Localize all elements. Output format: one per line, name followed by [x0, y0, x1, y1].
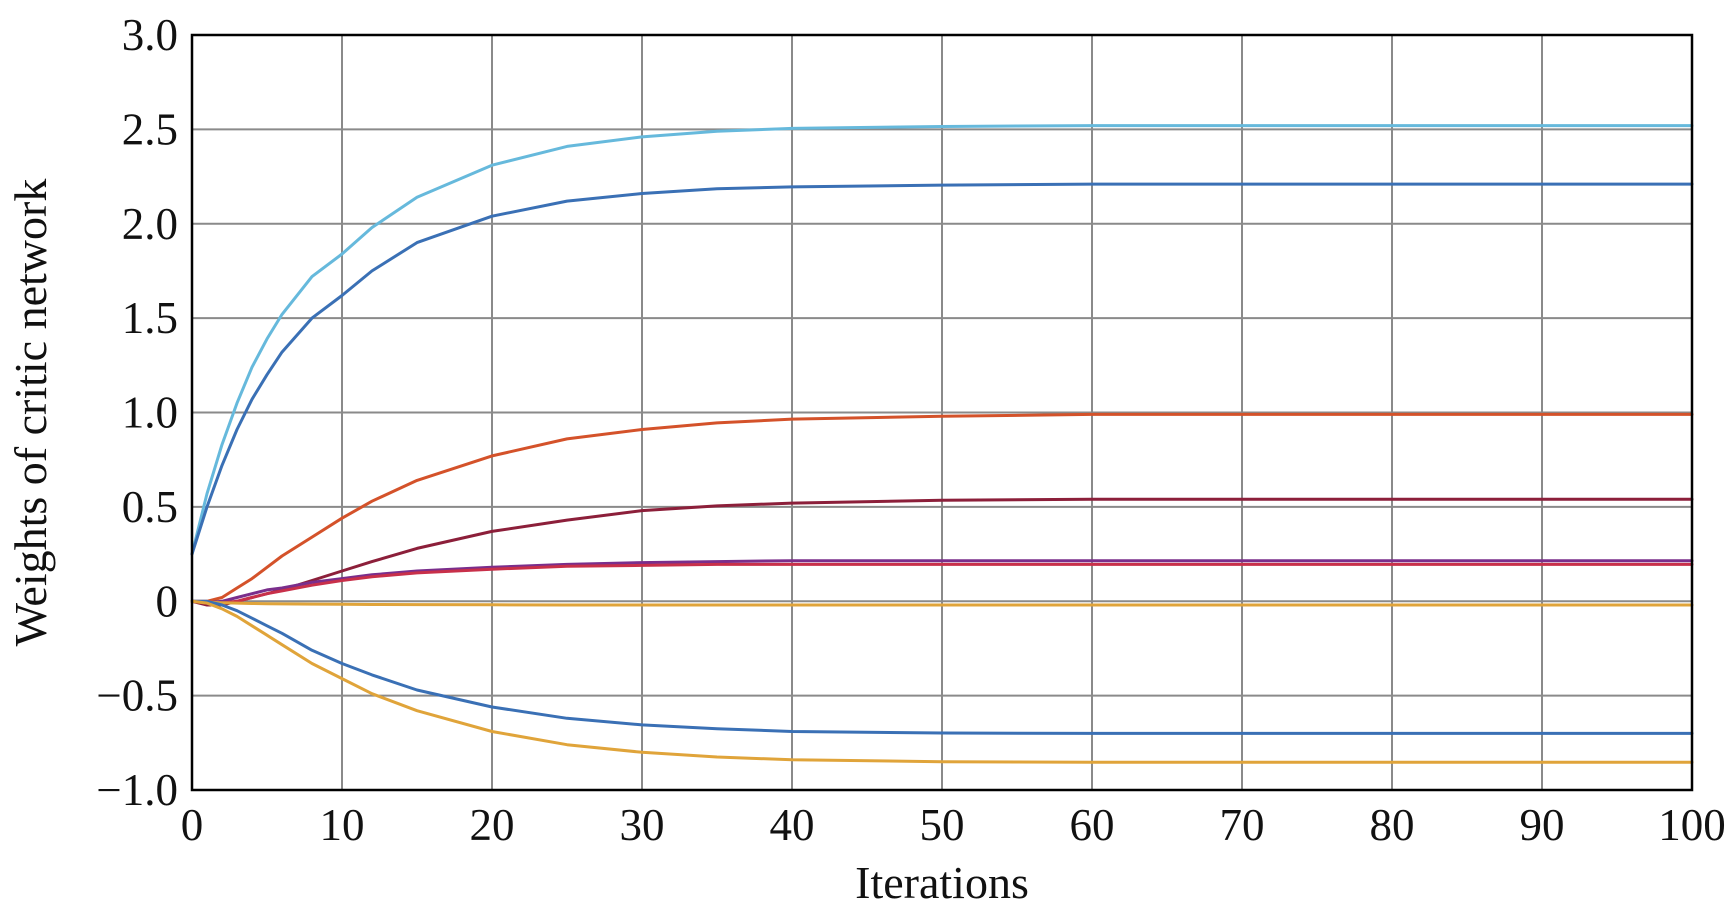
series-line-5 [190, 559, 1694, 605]
x-tick-label: 80 [1370, 800, 1415, 850]
plot-frame [190, 33, 1694, 792]
x-tick-label: 100 [1658, 800, 1726, 850]
series-lines [190, 124, 1694, 764]
x-tick-label: 90 [1520, 800, 1565, 850]
y-tick-labels: −1.0 −0.5 0 0.5 1.0 1.5 2.0 2.5 3.0 [96, 10, 178, 815]
y-axis-title: Weights of critic network [5, 179, 56, 647]
series-line-9 [190, 599, 1694, 764]
y-tick-label: 2.0 [122, 199, 178, 249]
series-line-2 [190, 182, 1694, 556]
series-line-7 [190, 599, 1694, 607]
y-tick-label: 0 [156, 576, 179, 626]
x-tick-label: 70 [1220, 800, 1265, 850]
series-line-3 [190, 412, 1694, 603]
x-tick-labels: 0 10 20 30 40 50 60 70 80 90 100 [181, 800, 1726, 850]
x-tick-label: 60 [1070, 800, 1115, 850]
grid [191, 34, 1693, 791]
y-tick-label: 1.5 [122, 293, 178, 343]
x-tick-label: 20 [470, 800, 515, 850]
x-tick-label: 40 [770, 800, 815, 850]
x-tick-label: 0 [181, 800, 204, 850]
series-line-6 [190, 562, 1694, 605]
x-tick-label: 50 [920, 800, 965, 850]
y-tick-label: 0.5 [122, 482, 178, 532]
x-tick-label: 10 [320, 800, 365, 850]
x-tick-label: 30 [620, 800, 665, 850]
y-tick-label: 1.0 [122, 388, 178, 438]
y-tick-label: 3.0 [122, 10, 178, 60]
series-line-1 [190, 124, 1694, 556]
y-tick-label: −1.0 [96, 765, 178, 815]
y-tick-label: 2.5 [122, 104, 178, 154]
y-tick-label: −0.5 [96, 671, 178, 721]
x-axis-title: Iterations [855, 857, 1029, 908]
series-line-8 [190, 599, 1694, 735]
